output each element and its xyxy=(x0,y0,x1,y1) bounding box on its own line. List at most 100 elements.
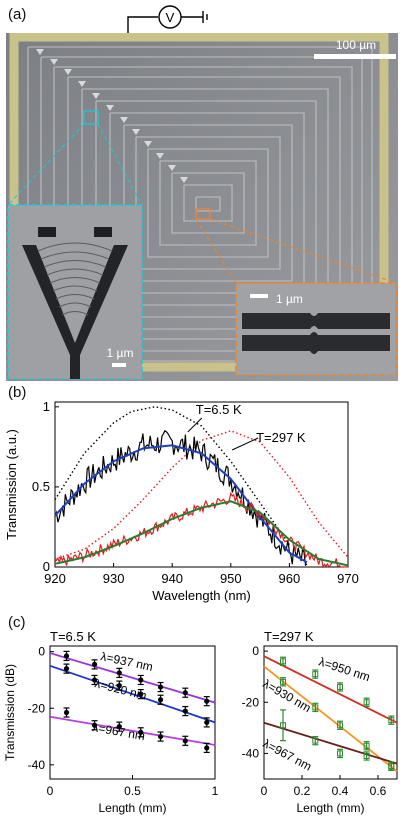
series-label: λ=930 nm xyxy=(261,676,314,715)
data-point xyxy=(63,709,70,716)
plot-frame xyxy=(54,401,349,568)
series-line-3 xyxy=(54,444,308,564)
y-tick-label: 0 xyxy=(38,645,45,659)
left-inset-scale-bar xyxy=(112,363,126,367)
data-point xyxy=(91,722,98,728)
grating-couplers xyxy=(36,49,188,183)
x-tick-label: 0.5 xyxy=(124,784,141,798)
gold-electrode-frame xyxy=(9,33,389,372)
series-line-2 xyxy=(54,429,308,567)
data-point xyxy=(138,677,144,683)
data-point xyxy=(280,658,286,665)
data-point xyxy=(337,750,343,757)
series-line-1 xyxy=(54,430,349,560)
cyan-zoom-box xyxy=(83,110,99,125)
y-tick-label: -20 xyxy=(28,701,46,715)
x-tick-label: 950 xyxy=(220,571,242,586)
data-point xyxy=(337,683,343,690)
x-tick-label: 1 xyxy=(212,784,219,798)
y-tick-label: 0.5 xyxy=(32,479,50,494)
panel-title: T=297 K xyxy=(264,629,314,644)
y-axis-label: Transmission (a.u.) xyxy=(4,429,19,540)
series-line-5 xyxy=(54,500,349,567)
data-point xyxy=(116,724,122,730)
data-point xyxy=(91,677,98,683)
y-tick-label: 1 xyxy=(43,399,50,414)
data-point xyxy=(337,722,343,729)
sem-micrograph: 100 µm 1 µm 1 µm xyxy=(6,33,398,381)
data-point xyxy=(157,684,164,690)
fit-line-1 xyxy=(49,664,216,724)
x-tick-label: 920 xyxy=(44,571,66,586)
sem-image: 100 µm 1 µm 1 µm xyxy=(6,33,398,381)
data-point xyxy=(363,742,370,749)
data-point xyxy=(157,733,164,740)
panel-b-label: (b) xyxy=(8,384,27,401)
panel-title: T=6.5 K xyxy=(50,629,96,644)
annotation-label: T=6.5 K xyxy=(196,402,242,417)
data-point xyxy=(204,745,210,751)
panel-a-label: (a) xyxy=(8,6,27,23)
annotation-arrow xyxy=(187,417,203,433)
data-point xyxy=(280,678,286,685)
y-axis-label: Transmission (dB) xyxy=(3,664,17,761)
data-point xyxy=(116,670,122,676)
data-point xyxy=(280,722,286,729)
data-point xyxy=(91,661,98,667)
loss-chart-room-temp: 0 0.2 0.4 0.6 0 -20 -40 Length (mm) T=297 Kλ=950… xyxy=(242,629,398,815)
orange-zoom-box xyxy=(195,208,211,220)
data-point xyxy=(388,763,395,770)
right-inset-scale-label: 1 µm xyxy=(276,292,303,306)
data-point xyxy=(138,691,144,697)
left-inset-scale-label: 1 µm xyxy=(107,346,134,360)
panel-c-label: (c) xyxy=(8,614,26,631)
data-point xyxy=(312,671,319,678)
series-line-0 xyxy=(54,406,290,545)
scale-bar-main-label: 100 µm xyxy=(336,38,376,52)
x-tick-label: 940 xyxy=(161,571,183,586)
x-tick-label: 0.4 xyxy=(332,784,349,798)
x-tick-label: 970 xyxy=(337,571,359,586)
y-tick-label: 0 xyxy=(43,559,50,574)
data-point xyxy=(138,729,144,735)
spectrum-chart: 920 930 940 950 960 970 0 0.5 1 Wavelength (nm) Tr… xyxy=(4,399,359,603)
x-tick-label: 0 xyxy=(261,784,268,798)
data-point xyxy=(312,704,319,711)
data-point xyxy=(182,708,188,714)
x-tick-label: 0.2 xyxy=(294,784,311,798)
loss-chart-cryogenic: 0 0.5 1 0 -20 -40 Length (mm) Transmission (dB)… xyxy=(3,629,219,815)
data-point xyxy=(157,697,164,703)
data-point xyxy=(182,690,188,696)
y-tick-label: 0 xyxy=(252,644,259,658)
x-tick-label: 0 xyxy=(47,784,54,798)
fit-line-2 xyxy=(263,721,398,765)
x-axis-label: Length (mm) xyxy=(296,801,364,815)
voltmeter-symbol: V xyxy=(166,10,175,25)
series-label: λ=950 nm xyxy=(317,655,372,685)
fit-line-1 xyxy=(263,665,398,773)
x-tick-label: 930 xyxy=(103,571,125,586)
right-inset-scale-bar xyxy=(250,294,268,298)
plot-frame xyxy=(263,645,398,780)
data-point xyxy=(363,699,370,706)
annotation-arrow xyxy=(231,437,259,451)
voltmeter-circuit: V xyxy=(127,5,208,36)
data-point xyxy=(116,683,122,689)
fit-line-0 xyxy=(49,652,216,704)
data-point xyxy=(204,698,210,704)
x-tick-label: 0.6 xyxy=(370,784,387,798)
data-point xyxy=(63,653,70,659)
data-point xyxy=(312,737,319,744)
y-tick-label: -20 xyxy=(242,695,260,709)
x-axis-label: Wavelength (nm) xyxy=(152,588,251,603)
data-point xyxy=(388,717,395,724)
series-label: λ=967 nm xyxy=(91,720,146,743)
fit-line-0 xyxy=(263,655,398,724)
data-point xyxy=(63,666,70,672)
y-tick-label: -40 xyxy=(242,746,260,760)
cyan-inset: 1 µm xyxy=(7,204,143,380)
scale-bar-main xyxy=(314,54,396,59)
data-point xyxy=(204,719,210,726)
data-point xyxy=(363,752,370,759)
data-point xyxy=(182,738,188,744)
